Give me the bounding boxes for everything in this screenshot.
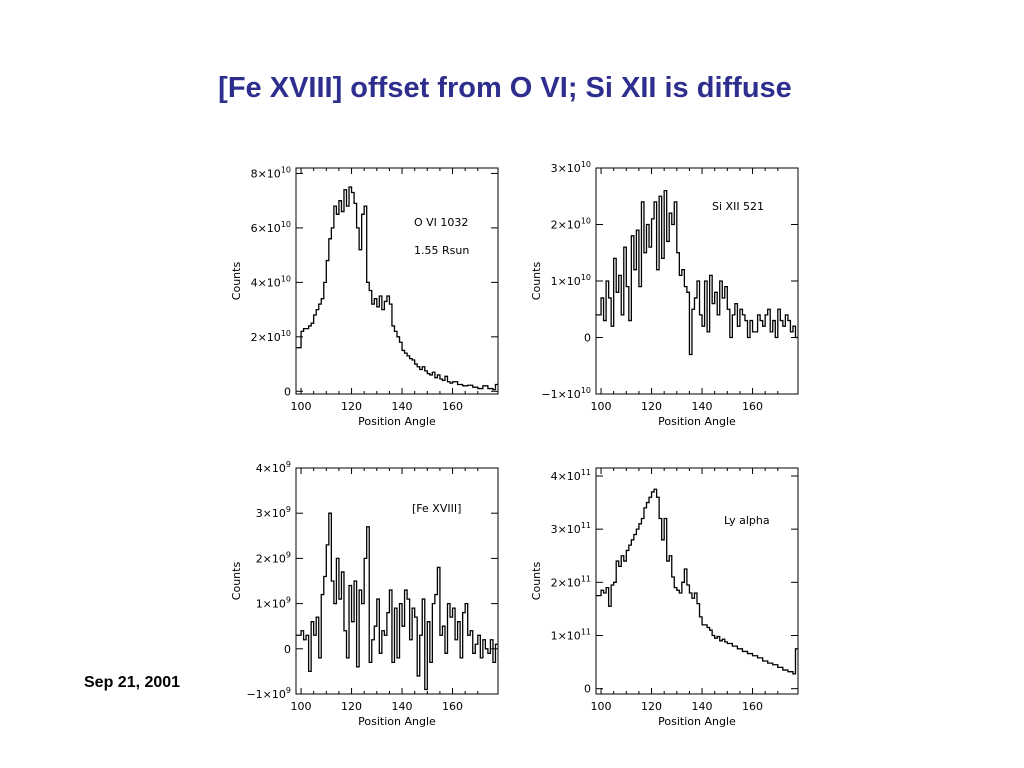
y-tick-label: 3×1010 — [551, 160, 591, 175]
chart-fe-xviii: 100 120 140 160 −1×109 0 1×109 2×109 3×109 4×109 P… — [230, 460, 499, 728]
y-tick-label: 3×109 — [256, 505, 291, 520]
y-tick-label: 0 — [584, 683, 591, 696]
plot-frame — [595, 467, 799, 695]
x-tick-label: 160 — [442, 400, 463, 413]
y-tick-label: 0 — [284, 385, 291, 398]
y-tick-label: 2×1011 — [551, 574, 591, 589]
x-tick-label: 160 — [442, 700, 463, 713]
series-line — [596, 488, 798, 675]
x-tick-label: 140 — [392, 400, 413, 413]
y-tick-label: 1×1010 — [551, 273, 591, 288]
x-tick-label: 100 — [591, 400, 612, 413]
y-axis-label: Counts — [230, 562, 243, 601]
y-tick-label: 4×1010 — [251, 274, 291, 289]
y-axis-label: Counts — [530, 262, 543, 301]
y-tick-label: −1×109 — [246, 686, 291, 701]
y-tick-label: 1×109 — [256, 596, 291, 611]
x-tick-label: 140 — [692, 700, 713, 713]
annotation-label: 1.55 Rsun — [414, 244, 469, 257]
annotation-label: O VI 1032 — [414, 216, 468, 229]
x-axis-label: Position Angle — [658, 415, 736, 428]
y-axis-label: Counts — [230, 262, 243, 301]
y-tick-label: 2×1010 — [551, 217, 591, 232]
x-tick-label: 140 — [692, 400, 713, 413]
annotation-label: Ly alpha — [724, 514, 770, 527]
chart-si-xii: 100 120 140 160 −1×1010 0 1×1010 2×1010 3×1010 Po… — [530, 160, 799, 428]
y-tick-label: 8×1010 — [251, 165, 291, 180]
x-tick-label: 160 — [742, 400, 763, 413]
x-tick-label: 120 — [641, 400, 662, 413]
annotation-label: [Fe XVIII] — [412, 502, 461, 515]
x-tick-label: 160 — [742, 700, 763, 713]
series-line — [296, 512, 498, 691]
x-tick-label: 100 — [291, 700, 312, 713]
y-tick-label: 2×109 — [256, 550, 291, 565]
annotation-label: Si XII 521 — [712, 200, 764, 213]
series-line — [296, 186, 498, 391]
x-axis-label: Position Angle — [358, 715, 436, 728]
y-tick-label: 4×109 — [256, 460, 291, 475]
plot-frame — [295, 467, 499, 695]
x-tick-label: 140 — [392, 700, 413, 713]
x-tick-label: 120 — [341, 700, 362, 713]
y-tick-label: 6×1010 — [251, 220, 291, 235]
x-tick-label: 120 — [341, 400, 362, 413]
y-tick-label: 2×1010 — [251, 329, 291, 344]
y-tick-label: 4×1011 — [551, 468, 591, 483]
x-axis-label: Position Angle — [358, 415, 436, 428]
slide-title: [Fe XVIII] offset from O VI; Si XII is d… — [218, 72, 792, 104]
chart-o-vi: 100 120 140 160 0 2×1010 4×1010 6×1010 8×1010 Pos… — [230, 165, 499, 428]
y-tick-label: 1×1011 — [551, 628, 591, 643]
y-tick-label: −1×1010 — [541, 386, 591, 401]
chart-ly-alpha: 100 120 140 160 0 1×1011 2×1011 3×1011 4×1011 Pos… — [530, 467, 799, 728]
plot-frame — [295, 167, 499, 395]
x-tick-label: 100 — [291, 400, 312, 413]
x-tick-label: 100 — [591, 700, 612, 713]
series-line — [596, 189, 798, 356]
y-tick-label: 0 — [284, 643, 291, 656]
slide-date: Sep 21, 2001 — [84, 674, 181, 691]
y-tick-label: 3×1011 — [551, 521, 591, 536]
y-axis-label: Counts — [530, 562, 543, 601]
x-axis-label: Position Angle — [658, 715, 736, 728]
x-tick-label: 120 — [641, 700, 662, 713]
y-tick-label: 0 — [584, 332, 591, 345]
